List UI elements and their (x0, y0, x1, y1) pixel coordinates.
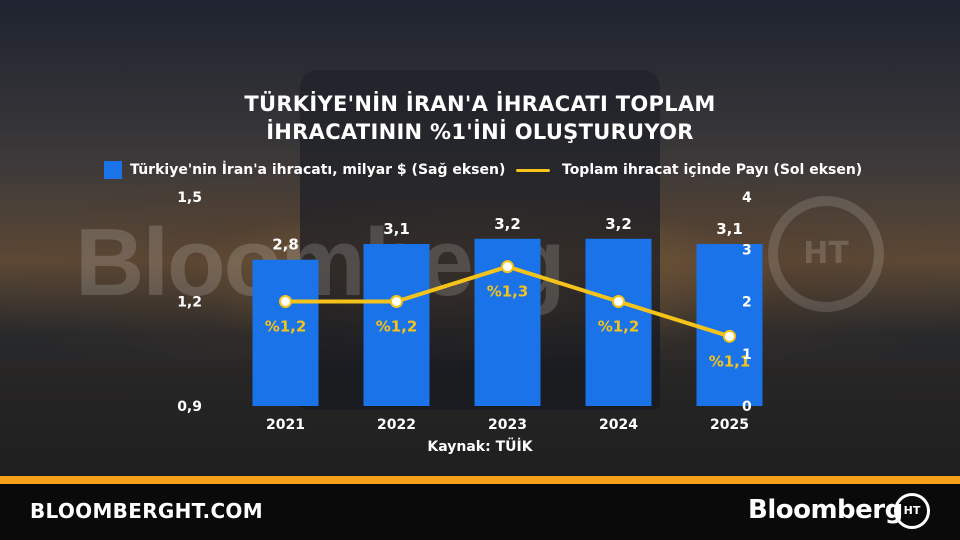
x-tick-label-2025: 2025 (710, 417, 749, 433)
bar-value-label-2021: 2,8 (272, 236, 299, 254)
accent-strip (0, 476, 960, 484)
line-point-2022 (390, 295, 403, 308)
right-axis-tick-4: 4 (742, 190, 752, 206)
line-value-label-2023: %1,3 (487, 283, 529, 301)
x-tick-label-2023: 2023 (488, 417, 527, 433)
footer-site-link[interactable]: BLOOMBERGHT.COM (30, 499, 263, 523)
line-point-2025 (723, 329, 736, 343)
line-value-label-2021: %1,2 (265, 318, 307, 336)
left-axis-tick-2: 1,5 (177, 190, 202, 206)
x-tick-label-2024: 2024 (599, 417, 638, 433)
x-tick-label-2021: 2021 (266, 417, 305, 433)
x-tick-label-2022: 2022 (377, 417, 416, 433)
legend-line-label: Toplam ihracat içinde Payı (Sol eksen) (562, 162, 863, 178)
chart: 2,8 2021 3,1 2022 3,2 2023 3,2 2024 3,1 2025 %1,2%… (177, 190, 763, 455)
legend-bar-label: Türkiye'nin İran'a ihracatı, milyar $ (S… (130, 162, 506, 178)
left-axis-tick-0: 0,9 (177, 399, 202, 415)
ht-logo-icon: HT (894, 493, 930, 529)
source-note: Kaynak: TÜİK (427, 437, 533, 455)
line-point-2023 (501, 260, 514, 274)
left-axis-tick-1: 1,2 (177, 295, 202, 311)
chart-title-line1: TÜRKİYE'NİN İRAN'A İHRACATI TOPLAM (244, 92, 716, 116)
right-axis-tick-2: 2 (742, 295, 752, 311)
bar-2021 (252, 259, 319, 406)
right-axis-tick-1: 1 (742, 347, 752, 363)
line-value-label-2022: %1,2 (376, 318, 418, 336)
bar-value-label-2024: 3,2 (605, 215, 632, 233)
line-point-2021 (279, 295, 292, 308)
legend: Türkiye'nin İran'a ihracatı, milyar $ (S… (0, 158, 960, 182)
right-axis-tick-3: 3 (742, 242, 752, 258)
footer: BLOOMBERGHT.COM Bloomberg HT (0, 484, 960, 540)
legend-line-swatch (516, 169, 550, 172)
bar-value-label-2023: 3,2 (494, 215, 521, 233)
footer-brand: Bloomberg (748, 495, 903, 525)
bar-2025 (696, 244, 763, 406)
chart-title-line2: İHRACATININ %1'İNİ OLUŞTURUYOR (266, 120, 694, 144)
bar-value-label-2025: 3,1 (716, 220, 743, 238)
line-value-label-2024: %1,2 (598, 318, 640, 336)
bar-2022 (363, 244, 430, 406)
right-axis-tick-0: 0 (742, 399, 752, 415)
bar-value-label-2022: 3,1 (383, 220, 410, 238)
line-value-label-2025: %1,1 (709, 352, 751, 370)
bar-2024 (585, 238, 652, 406)
legend-bar-swatch (104, 161, 122, 179)
line-point-2024 (612, 295, 625, 308)
watermark-logo: HT (768, 196, 884, 312)
